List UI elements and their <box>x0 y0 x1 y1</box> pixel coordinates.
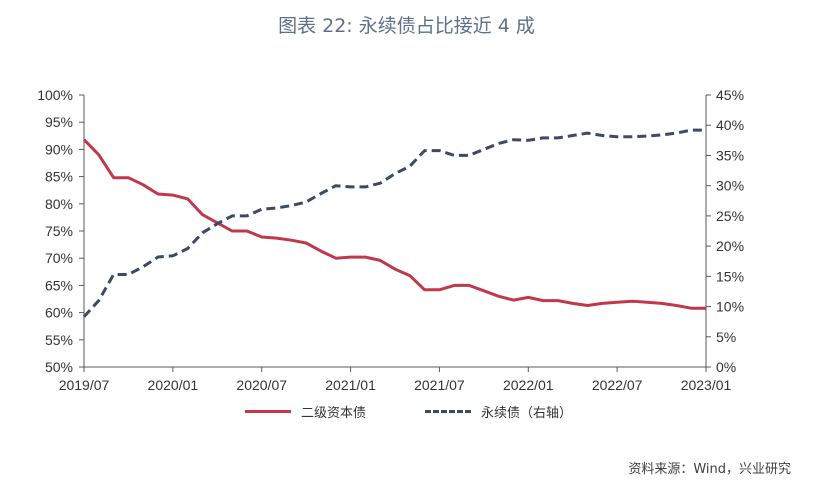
y-right-tick-label: 30% <box>716 178 744 194</box>
y-left-tick-label: 90% <box>45 141 73 157</box>
legend-swatch-dashed <box>425 410 471 413</box>
y-left-tick-label: 70% <box>45 250 73 266</box>
y-left-tick-label: 55% <box>45 332 73 348</box>
legend-label-series1: 二级资本债 <box>301 406 367 421</box>
y-left-tick-label: 60% <box>45 305 73 321</box>
y-left-tick-label: 80% <box>45 196 73 212</box>
y-left-tick-label: 100% <box>37 87 73 103</box>
x-tick-label: 2023/01 <box>681 377 732 393</box>
source-note: 资料来源：Wind，兴业研究 <box>628 462 791 477</box>
y-left-tick-label: 95% <box>45 114 73 130</box>
y-right-tick-label: 45% <box>716 87 744 103</box>
x-tick-label: 2022/01 <box>503 377 554 393</box>
legend-item-series2: 永续债（右轴） <box>425 402 572 421</box>
y-right-tick-label: 25% <box>716 208 744 224</box>
chart-title: 图表 22: 永续债占比接近 4 成 <box>278 15 535 37</box>
y-left-tick-label: 85% <box>45 169 73 185</box>
series-line-perpetual-bonds <box>82 128 706 318</box>
y-right-tick-label: 0% <box>716 359 736 375</box>
y-right-tick-label: 10% <box>716 299 744 315</box>
line-chart: 50% 55% 60% 65% 70% 75% 80% 85% 90% 95% 100% 0% 5% 10… <box>37 87 744 393</box>
y-right-tick-label: 35% <box>716 147 744 163</box>
y-left-tick-label: 75% <box>45 223 73 239</box>
x-tick-label: 2020/07 <box>236 377 287 393</box>
legend-label-series2: 永续债（右轴） <box>481 406 573 421</box>
y-left-tick-label: 50% <box>45 359 73 375</box>
x-tick-label: 2021/01 <box>325 377 376 393</box>
y-right-tick-label: 5% <box>716 329 736 345</box>
x-tick-label: 2020/01 <box>148 377 199 393</box>
y-right-tick-label: 40% <box>716 117 744 133</box>
y-right-tick-label: 15% <box>716 268 744 284</box>
x-tick-label: 2022/07 <box>592 377 643 393</box>
legend-swatch-solid <box>245 410 291 413</box>
legend-item-series1: 二级资本债 <box>245 402 366 421</box>
series-line-subordinated-bonds <box>82 138 706 310</box>
legend: 二级资本债 永续债（右轴） <box>0 402 813 422</box>
y-left-tick-label: 65% <box>45 277 73 293</box>
y-right-tick-label: 20% <box>716 238 744 254</box>
x-tick-label: 2019/07 <box>59 377 110 393</box>
x-tick-label: 2021/07 <box>414 377 465 393</box>
